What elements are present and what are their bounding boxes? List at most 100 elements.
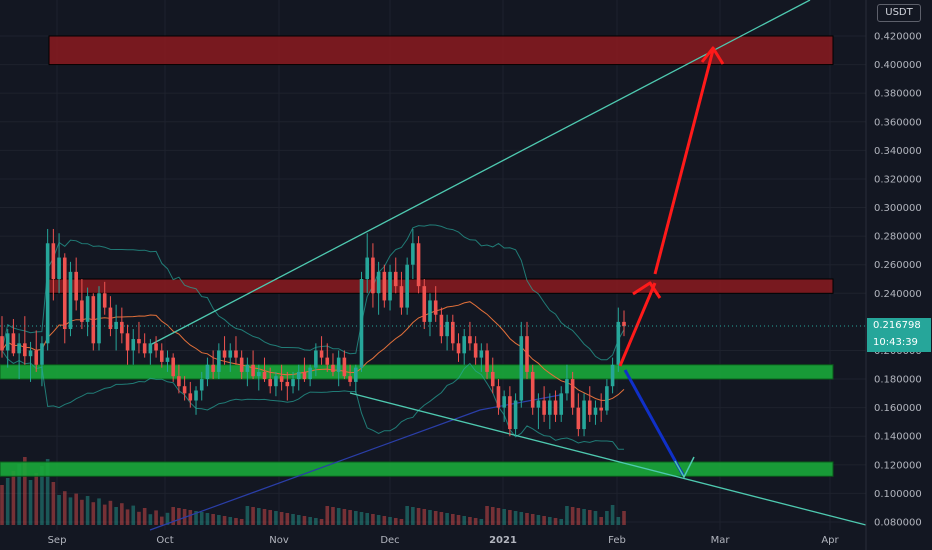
price-tick-label: 0.100000 bbox=[874, 489, 922, 500]
candle-body bbox=[490, 371, 495, 387]
candle-body bbox=[182, 386, 187, 394]
price-tick-label: 0.120000 bbox=[874, 460, 922, 471]
candle-body bbox=[365, 257, 370, 279]
volume-bar bbox=[416, 508, 421, 525]
volume-bar bbox=[211, 514, 215, 525]
candle-body bbox=[97, 293, 101, 344]
volume-bar bbox=[331, 507, 335, 525]
candle-body bbox=[85, 296, 90, 322]
candle-body bbox=[576, 407, 581, 430]
volume-bar bbox=[291, 514, 295, 525]
volume-bar bbox=[165, 512, 170, 525]
volume-bar bbox=[51, 482, 56, 525]
support-zone bbox=[0, 364, 834, 380]
volume-bar bbox=[142, 508, 147, 525]
candle-body bbox=[142, 343, 147, 354]
candle-body bbox=[473, 343, 478, 358]
volume-bar bbox=[576, 508, 581, 525]
candle-body bbox=[274, 376, 278, 387]
candle-body bbox=[251, 364, 255, 377]
candle-body bbox=[188, 393, 193, 401]
candle-body bbox=[456, 343, 461, 354]
candle-body bbox=[536, 400, 541, 408]
bar-countdown-label: 10:43:39 bbox=[873, 337, 918, 348]
volume-bar bbox=[399, 519, 404, 525]
time-axis[interactable]: Sep Oct Nov Dec 2021 Feb Mar Apr bbox=[48, 535, 840, 546]
volume-bar bbox=[177, 508, 181, 525]
candle-body bbox=[445, 321, 449, 337]
price-tick-label: 0.180000 bbox=[874, 375, 922, 386]
candle-body bbox=[171, 357, 175, 377]
candle-body bbox=[359, 279, 364, 368]
forecast-up-arrowhead-2 bbox=[700, 46, 725, 65]
candle-body bbox=[433, 300, 438, 315]
volume-bar bbox=[359, 512, 364, 525]
candle-body bbox=[45, 243, 50, 344]
volume-bar bbox=[616, 517, 621, 525]
candle-body bbox=[302, 371, 307, 380]
candle-body bbox=[582, 400, 586, 430]
candle-body bbox=[508, 396, 512, 430]
volume-bar bbox=[279, 512, 284, 525]
candle-body bbox=[462, 336, 467, 354]
volume-bar bbox=[376, 515, 381, 525]
volume-bar bbox=[456, 515, 461, 525]
candle-body bbox=[353, 367, 358, 382]
resistance-zone bbox=[48, 278, 834, 294]
candle-body bbox=[291, 379, 295, 387]
candle-body bbox=[485, 350, 489, 372]
candle-body bbox=[525, 336, 529, 372]
volume-bar bbox=[80, 499, 84, 525]
forecast-up-arrowhead-1 bbox=[632, 281, 662, 299]
candle-body bbox=[325, 357, 330, 365]
candle-body bbox=[114, 321, 118, 330]
volume-bar bbox=[439, 512, 444, 525]
volume-bar bbox=[513, 511, 518, 525]
candle-body bbox=[399, 286, 404, 308]
volume-bar bbox=[473, 518, 478, 525]
volume-bar bbox=[610, 505, 615, 525]
candle-body bbox=[622, 321, 626, 327]
candle-body bbox=[342, 357, 347, 377]
candle-body bbox=[331, 364, 335, 372]
volume-bar bbox=[131, 505, 136, 525]
volume-bar bbox=[28, 480, 33, 525]
currency-badge[interactable]: USDT bbox=[877, 4, 921, 22]
candle-body bbox=[23, 343, 27, 357]
price-axis[interactable]: 0.420000 0.400000 0.380000 0.360000 0.340000… bbox=[874, 32, 922, 529]
volume-bar bbox=[587, 510, 592, 525]
candle-body bbox=[610, 364, 615, 387]
volume-bar bbox=[382, 516, 387, 525]
volume-bar bbox=[5, 478, 10, 525]
volume-bar bbox=[262, 509, 267, 525]
candle-body bbox=[40, 343, 44, 365]
candle-body bbox=[559, 393, 564, 415]
volume-bar bbox=[17, 464, 21, 525]
volume-bar bbox=[40, 466, 44, 525]
price-tick-label: 0.280000 bbox=[874, 232, 922, 243]
candle-body bbox=[57, 257, 61, 279]
forecast-up-arrow-2 bbox=[653, 49, 715, 275]
volume-bar bbox=[314, 518, 318, 525]
volume-bar bbox=[302, 516, 307, 525]
candle-body bbox=[422, 286, 427, 322]
volume-bar bbox=[74, 493, 78, 525]
candle-body bbox=[256, 371, 261, 377]
candle-body bbox=[34, 350, 39, 365]
volume-bar bbox=[479, 519, 484, 525]
price-tick-label: 0.400000 bbox=[874, 60, 922, 71]
volume-bar bbox=[388, 517, 392, 525]
volume-bar bbox=[451, 514, 455, 525]
time-tick-label: Nov bbox=[269, 535, 289, 546]
candle-body bbox=[439, 314, 444, 337]
volume-bar bbox=[57, 495, 61, 525]
volume-bar bbox=[405, 506, 409, 525]
volume-bar bbox=[205, 513, 210, 525]
volume-bar bbox=[371, 514, 375, 525]
price-tick-label: 0.320000 bbox=[874, 174, 922, 185]
candle-body bbox=[308, 367, 312, 380]
volume-bar bbox=[565, 506, 569, 525]
candle-body bbox=[205, 364, 210, 380]
